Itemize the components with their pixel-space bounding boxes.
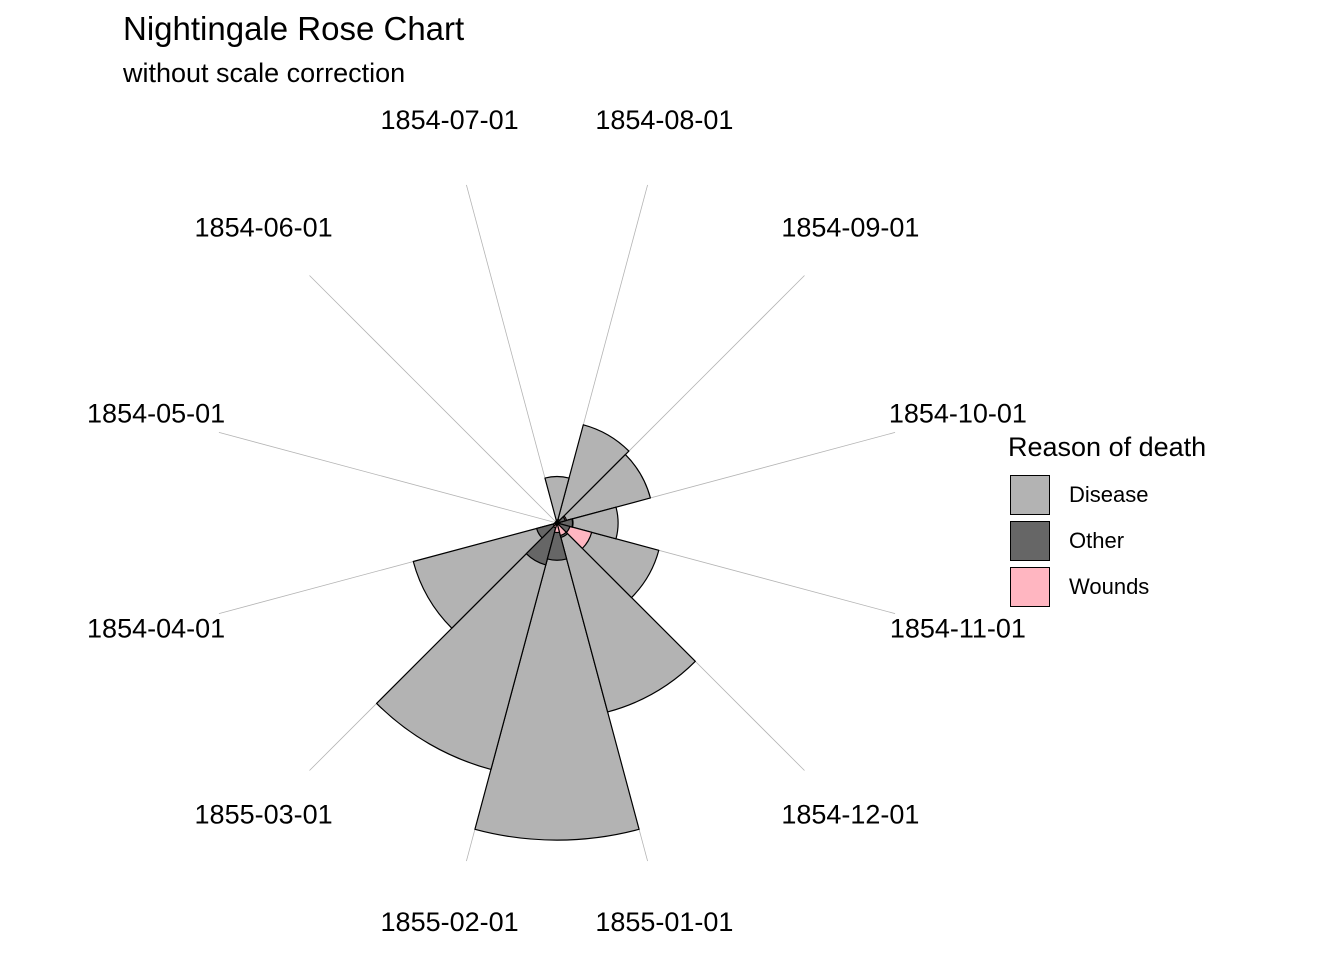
wedge-other-1854-10-01 — [556, 518, 574, 528]
wedge-other-1855-01-01 — [546, 522, 568, 561]
legend-key-disease — [1010, 475, 1050, 515]
legend-label-other: Other — [1069, 528, 1125, 553]
legend-key-other — [1010, 521, 1050, 561]
wedge-disease-1854-07-01 — [544, 475, 570, 524]
wedge-other-1855-03-01 — [536, 522, 558, 539]
legend-item-other: Other — [1008, 521, 1206, 567]
wedge-wounds-1855-01-01 — [553, 522, 561, 534]
category-label-1854-05-01: 1854-05-01 — [87, 399, 225, 429]
legend-item-disease: Disease — [1008, 475, 1206, 521]
wedge-disease-1855-01-01 — [474, 522, 640, 841]
legend-label-disease: Disease — [1069, 482, 1149, 507]
legend-key-wounds — [1010, 567, 1050, 607]
category-label-1854-12-01: 1854-12-01 — [781, 800, 919, 830]
chart-title: Nightingale Rose Chart — [123, 10, 465, 47]
legend-title: Reason of death — [1008, 432, 1207, 462]
category-label-1854-06-01: 1854-06-01 — [195, 213, 333, 243]
category-label-1854-09-01: 1854-09-01 — [781, 213, 919, 243]
grid-spoke — [309, 275, 558, 524]
category-label-1855-02-01: 1855-02-01 — [381, 907, 519, 937]
category-label-1854-10-01: 1854-10-01 — [889, 399, 1027, 429]
wedge-disease-1854-12-01 — [556, 522, 696, 713]
category-label-1854-04-01: 1854-04-01 — [87, 614, 225, 644]
category-label-1855-03-01: 1855-03-01 — [195, 800, 333, 830]
category-label-1854-08-01: 1854-08-01 — [595, 105, 733, 135]
category-label-1854-07-01: 1854-07-01 — [381, 105, 519, 135]
category-label-1854-11-01: 1854-11-01 — [890, 614, 1026, 644]
wedge-disease-1854-10-01 — [556, 506, 619, 540]
wedge-disease-1855-03-01 — [412, 522, 558, 629]
grid-spoke — [218, 432, 558, 524]
legend-item-wounds: Wounds — [1008, 567, 1206, 613]
wedge-wounds-1854-12-01 — [556, 522, 567, 537]
wedge-disease-1854-08-01 — [556, 424, 630, 524]
chart-subtitle: without scale correction — [123, 58, 406, 88]
grid-spoke — [466, 184, 558, 524]
wedge-disease-1855-02-01 — [376, 522, 558, 771]
legend: Reason of death Disease Other Wounds — [1008, 432, 1206, 613]
wedge-other-1855-02-01 — [525, 522, 558, 566]
wedge-disease-1854-09-01 — [556, 454, 652, 524]
category-label-1855-01-01: 1855-01-01 — [595, 907, 733, 937]
legend-label-wounds: Wounds — [1069, 574, 1150, 599]
